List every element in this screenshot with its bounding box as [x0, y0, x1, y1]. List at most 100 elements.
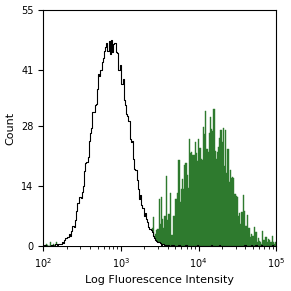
Bar: [142, 217, 143, 246]
Bar: [230, 170, 231, 246]
Bar: [156, 241, 157, 246]
Bar: [81, 242, 82, 246]
Bar: [207, 152, 209, 246]
Bar: [211, 129, 212, 246]
Bar: [131, 142, 132, 246]
Bar: [65, 238, 67, 246]
Bar: [68, 237, 69, 246]
Bar: [102, 62, 103, 246]
Bar: [50, 242, 52, 246]
Bar: [163, 244, 164, 246]
Bar: [70, 244, 71, 246]
Bar: [200, 159, 202, 246]
Bar: [91, 128, 92, 246]
Bar: [120, 65, 121, 246]
Bar: [149, 240, 150, 246]
Bar: [129, 139, 131, 246]
Bar: [70, 236, 71, 246]
Bar: [128, 241, 129, 246]
Bar: [197, 245, 198, 246]
Bar: [132, 141, 133, 246]
Bar: [150, 238, 152, 246]
Bar: [206, 149, 207, 246]
Bar: [140, 195, 141, 246]
Bar: [145, 241, 146, 246]
Bar: [168, 214, 169, 246]
Bar: [100, 70, 102, 246]
Bar: [114, 43, 116, 246]
Bar: [81, 198, 82, 246]
Bar: [239, 213, 240, 246]
Bar: [245, 245, 246, 246]
Bar: [197, 161, 198, 246]
Bar: [143, 237, 145, 246]
Bar: [155, 239, 156, 246]
Bar: [159, 242, 160, 246]
Bar: [171, 235, 173, 246]
Bar: [89, 141, 90, 246]
Bar: [255, 245, 256, 246]
Bar: [93, 112, 95, 246]
Bar: [118, 231, 119, 246]
Bar: [220, 130, 221, 246]
Bar: [205, 111, 206, 246]
Bar: [57, 245, 58, 246]
Bar: [103, 58, 104, 246]
Bar: [140, 242, 141, 246]
Bar: [61, 244, 62, 246]
Bar: [60, 244, 61, 246]
Bar: [127, 116, 128, 246]
Bar: [219, 138, 220, 246]
Bar: [174, 216, 175, 246]
Bar: [46, 244, 47, 246]
Bar: [185, 163, 187, 246]
Bar: [212, 132, 213, 246]
Bar: [161, 196, 162, 246]
Bar: [78, 203, 79, 246]
Bar: [111, 240, 112, 246]
Bar: [145, 213, 146, 246]
Bar: [156, 230, 157, 246]
Bar: [121, 84, 123, 246]
Bar: [255, 232, 256, 246]
Bar: [202, 160, 203, 246]
Bar: [104, 51, 105, 246]
Bar: [253, 237, 254, 246]
Bar: [107, 51, 109, 246]
Bar: [191, 152, 192, 246]
Bar: [209, 133, 210, 246]
Bar: [238, 216, 239, 246]
Bar: [237, 197, 238, 246]
Bar: [136, 180, 138, 246]
Bar: [198, 139, 199, 246]
Bar: [55, 244, 56, 246]
Bar: [246, 226, 247, 246]
Bar: [173, 245, 174, 246]
Bar: [194, 155, 195, 246]
Bar: [272, 245, 273, 246]
Bar: [92, 245, 93, 246]
Bar: [170, 194, 171, 246]
Bar: [242, 195, 244, 246]
Bar: [188, 188, 189, 246]
Bar: [152, 228, 153, 246]
Bar: [164, 245, 166, 246]
Bar: [93, 240, 95, 246]
Bar: [214, 150, 216, 246]
Bar: [180, 202, 181, 246]
Bar: [153, 235, 154, 246]
Bar: [83, 241, 84, 246]
Bar: [89, 242, 90, 246]
Bar: [116, 52, 117, 246]
Bar: [126, 243, 127, 246]
Bar: [219, 245, 220, 246]
Bar: [95, 244, 96, 246]
Bar: [218, 147, 219, 246]
Bar: [134, 168, 135, 246]
Bar: [75, 220, 76, 246]
Bar: [163, 228, 164, 246]
Bar: [183, 189, 184, 246]
Bar: [97, 89, 98, 246]
Bar: [98, 74, 99, 246]
Bar: [190, 153, 191, 246]
